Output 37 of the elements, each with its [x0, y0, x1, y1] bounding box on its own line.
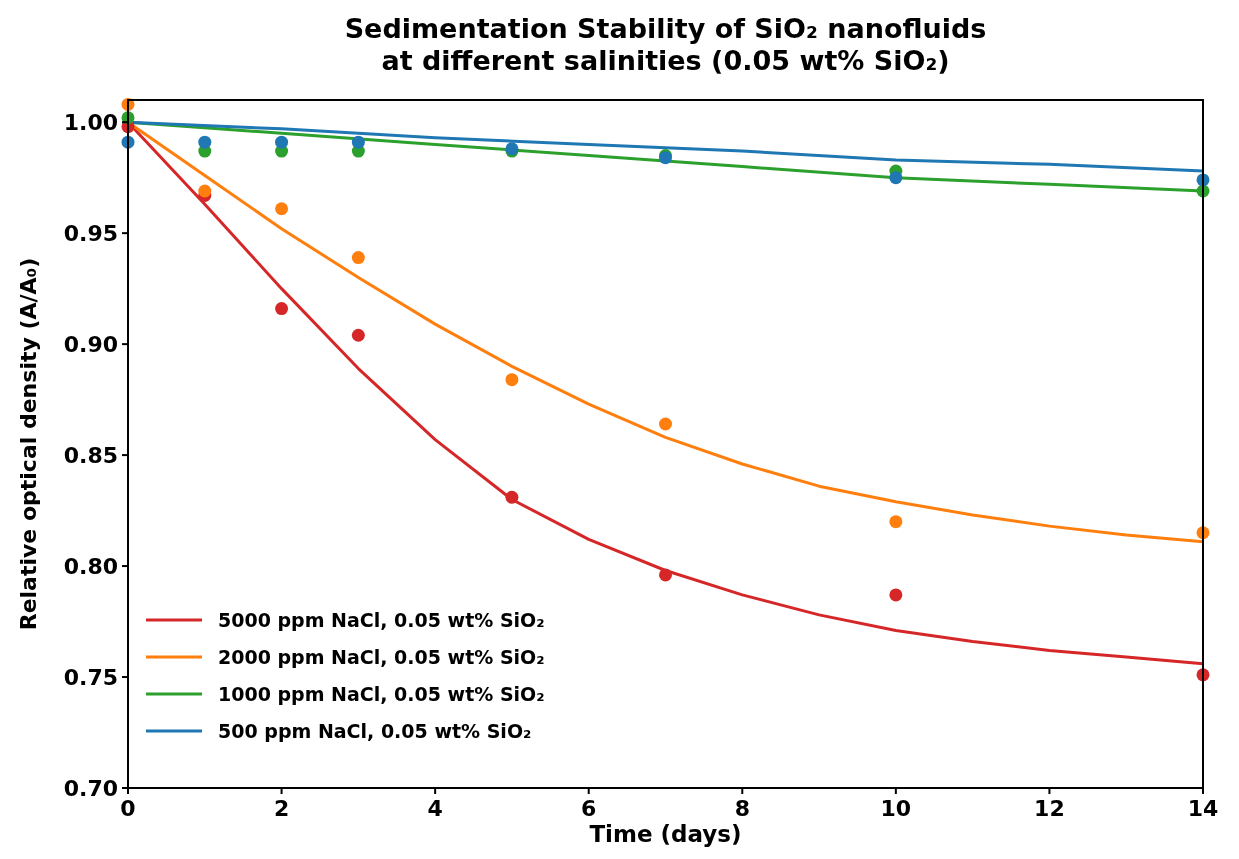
- x-tick-label: 0: [120, 796, 136, 821]
- point: [505, 490, 519, 504]
- y-tick-label: 0.80: [63, 554, 118, 580]
- point: [889, 588, 903, 602]
- point: [505, 373, 519, 387]
- legend-label: 500 ppm NaCl, 0.05 wt% SiO₂: [218, 720, 532, 742]
- point: [351, 251, 365, 265]
- y-tick-label: 0.85: [63, 443, 118, 469]
- point: [351, 135, 365, 149]
- point: [275, 202, 289, 216]
- y-axis-title: Relative optical density (A/A₀): [16, 257, 41, 631]
- x-axis-title: Time (days): [589, 821, 742, 847]
- y-tick-label: 0.95: [63, 221, 118, 247]
- x-tick-label: 4: [427, 796, 443, 821]
- point: [889, 171, 903, 185]
- point: [198, 135, 212, 149]
- point: [275, 302, 289, 316]
- x-tick-label: 6: [581, 796, 597, 821]
- x-tick-label: 8: [734, 796, 750, 821]
- point: [659, 417, 672, 431]
- y-tick-label: 0.70: [63, 776, 118, 801]
- legend-label: 1000 ppm NaCl, 0.05 wt% SiO₂: [218, 683, 545, 705]
- x-tick-label: 12: [1034, 796, 1065, 821]
- point: [198, 184, 212, 198]
- chart-title: Sedimentation Stability of SiO₂ nanofluids at different salinities (0.05 wt% SiO₂): [344, 13, 987, 76]
- point: [889, 515, 903, 529]
- y-tick-label: 0.75: [63, 665, 118, 691]
- y-tick-label: 1.00: [63, 110, 118, 136]
- legend-label: 2000 ppm NaCl, 0.05 wt% SiO₂: [218, 646, 545, 668]
- legend-label: 5000 ppm NaCl, 0.05 wt% SiO₂: [218, 609, 545, 631]
- y-tick-label: 0.90: [63, 332, 118, 358]
- point: [275, 135, 289, 149]
- point: [351, 328, 365, 342]
- x-tick-label: 2: [273, 796, 290, 821]
- point: [659, 568, 672, 582]
- x-tick-label: 14: [1187, 796, 1219, 821]
- x-tick-label: 10: [880, 796, 912, 821]
